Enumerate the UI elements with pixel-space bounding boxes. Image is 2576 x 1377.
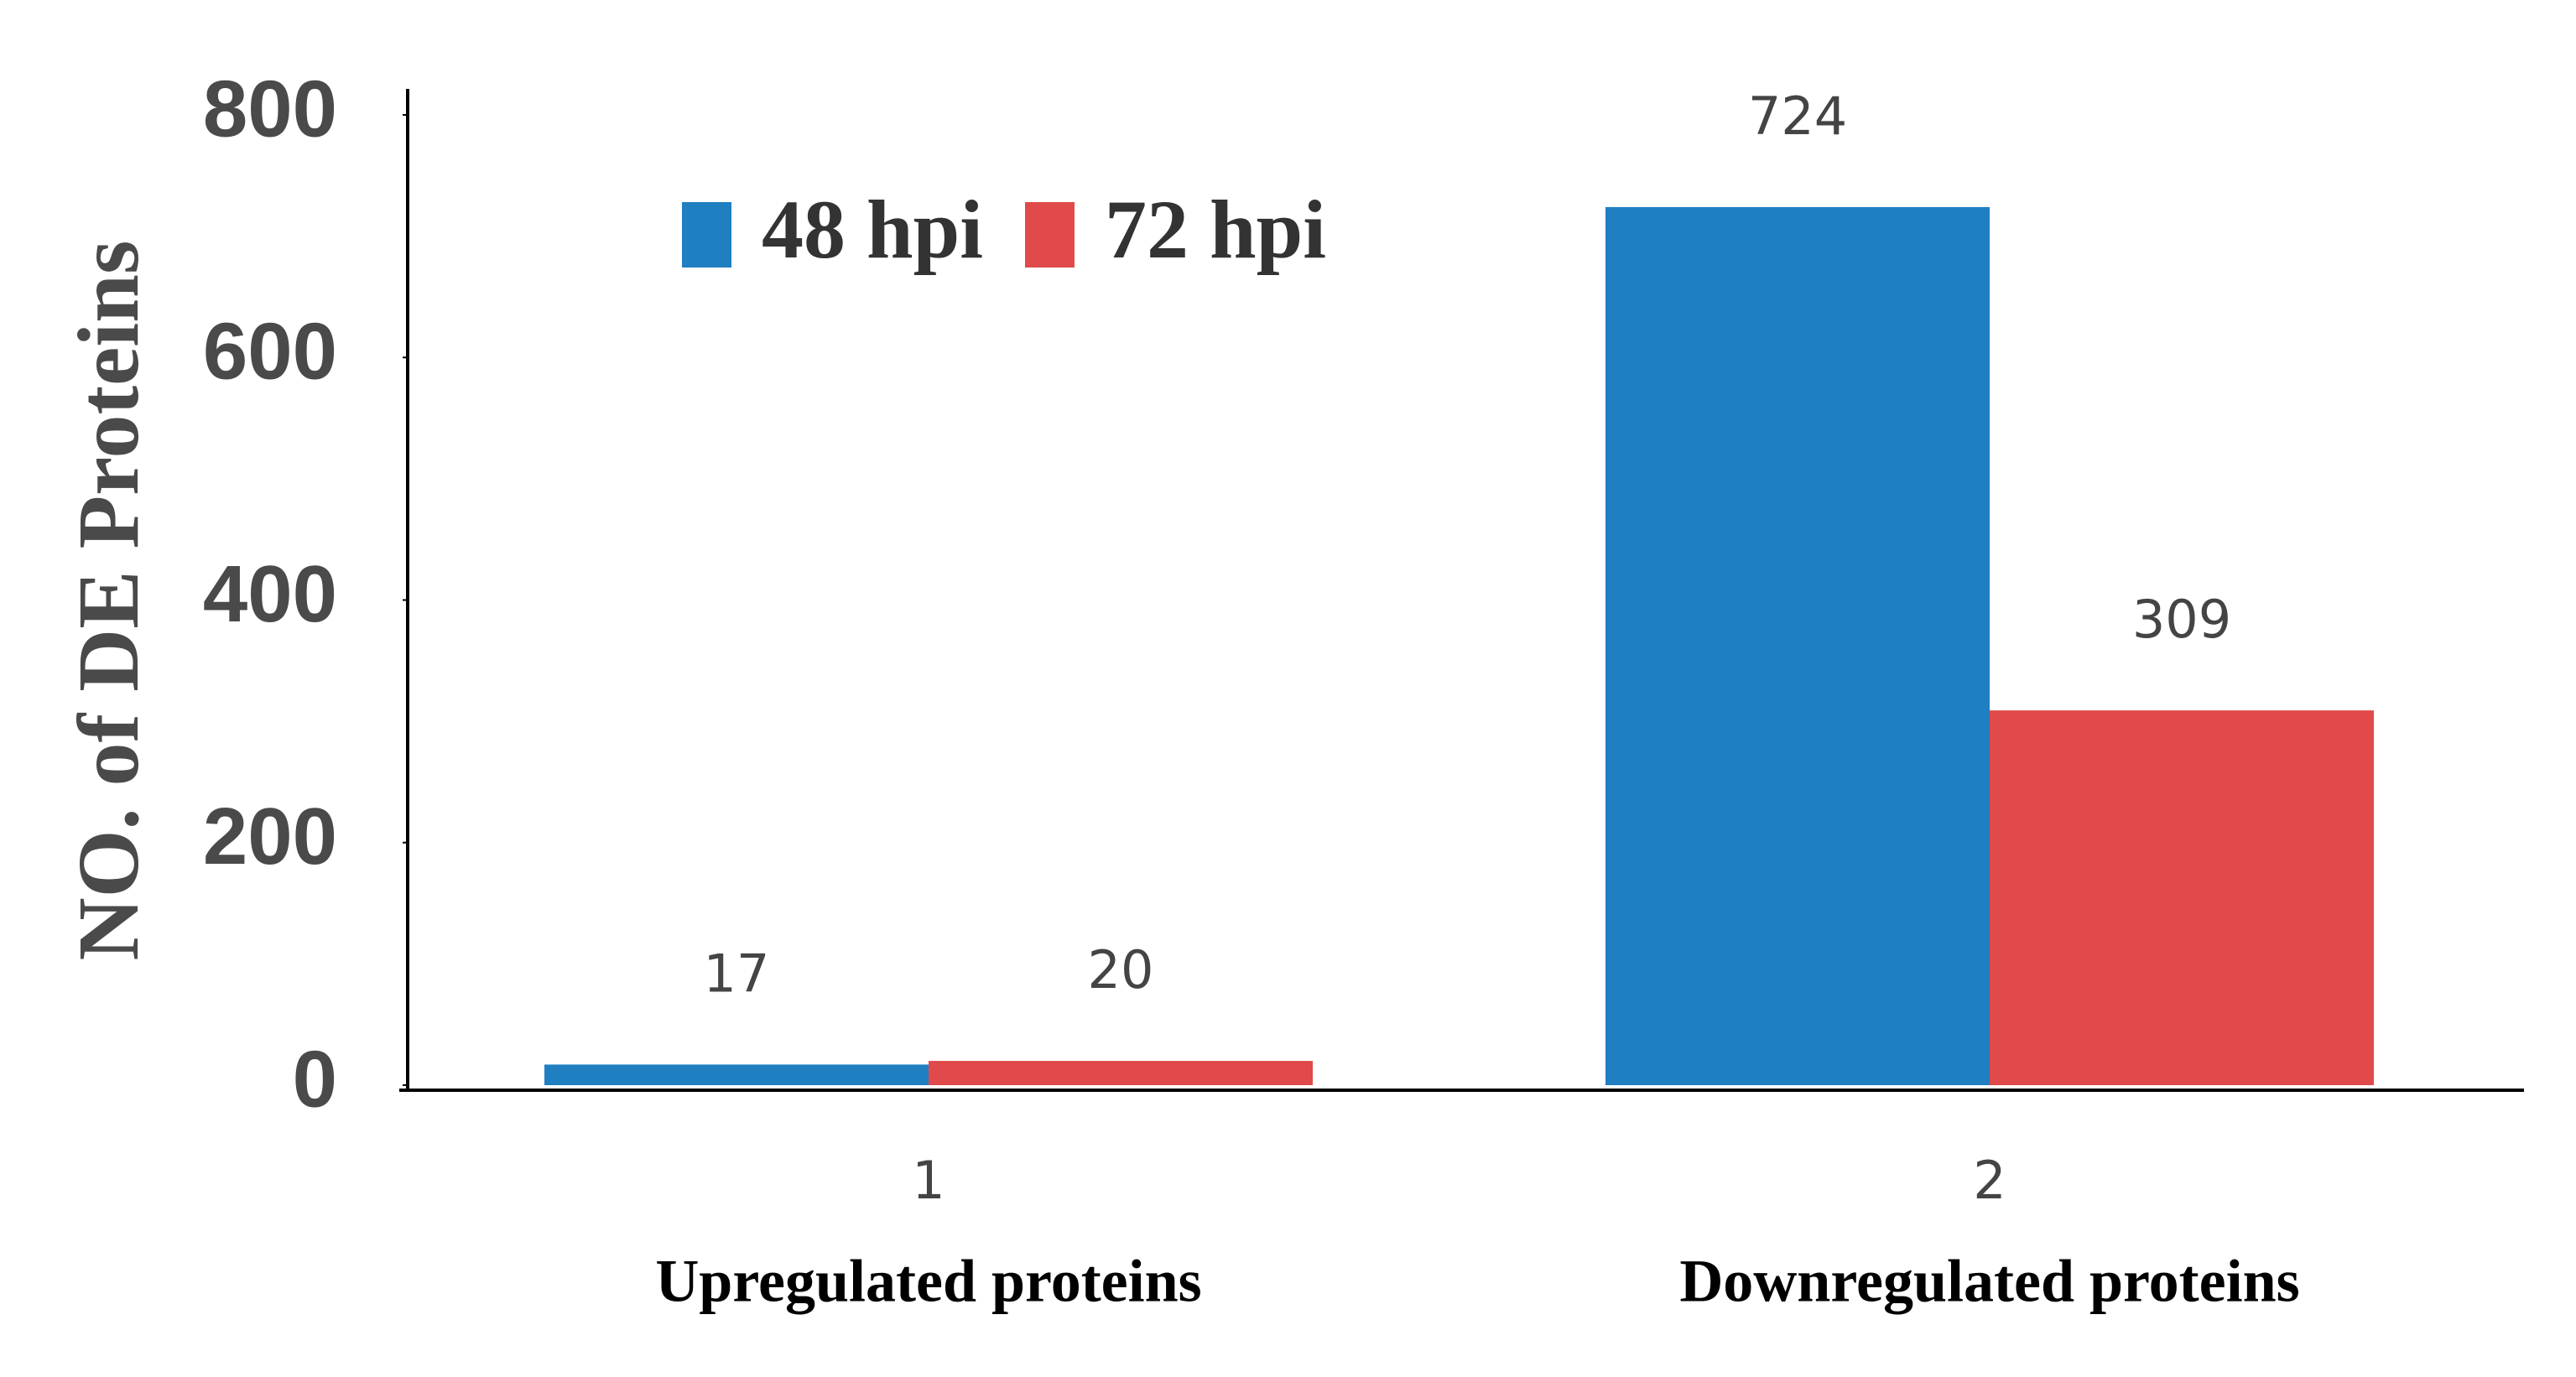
y-tick-label: 200 [203, 792, 337, 881]
category-group-label: Downregulated proteins [1679, 1248, 2299, 1315]
bar [544, 1064, 929, 1085]
data-label: 20 [1088, 939, 1154, 1000]
bar [1605, 206, 1990, 1085]
data-label: 309 [2132, 589, 2231, 650]
bar [1990, 710, 2374, 1085]
y-axis-title: NO. of DE Proteins [60, 241, 157, 961]
x-tick-label: 1 [912, 1150, 945, 1211]
y-tick-label: 600 [203, 307, 337, 397]
legend-swatch [682, 202, 731, 268]
category-group-label: Upregulated proteins [655, 1248, 1201, 1315]
bar [929, 1061, 1313, 1085]
legend-label: 48 hpi [762, 183, 983, 276]
y-tick-label: 400 [203, 549, 337, 639]
data-label: 17 [704, 943, 770, 1005]
data-label: 724 [1748, 86, 1847, 147]
x-tick-label: 2 [1973, 1150, 2006, 1211]
y-tick-label: 800 [203, 64, 337, 153]
legend-swatch [1025, 202, 1075, 268]
legend-label: 72 hpi [1105, 183, 1326, 276]
y-tick-label: 0 [293, 1034, 337, 1124]
